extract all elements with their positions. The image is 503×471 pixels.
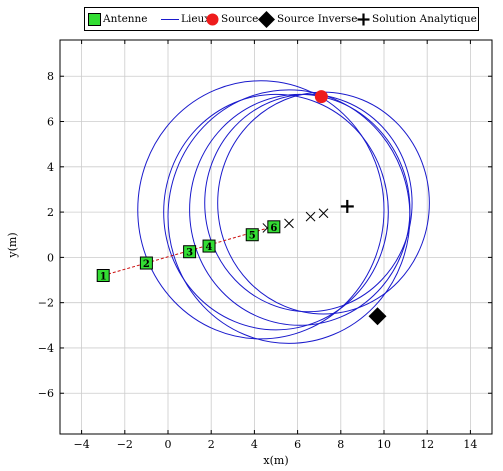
y-tick-label: 6 [47, 116, 54, 129]
y-tick-label: −4 [38, 342, 54, 355]
legend-item-solution-analytique: Solution Analytique [357, 8, 477, 30]
locus-circle [163, 93, 389, 331]
source-marker [314, 90, 328, 104]
antenna-label: 2 [143, 259, 150, 270]
antenna-marker: 2 [139, 256, 153, 270]
y-tick-label: 8 [47, 70, 54, 83]
y-tick-label: 4 [47, 161, 54, 174]
antenne-swatch [88, 12, 101, 26]
analytic-solution-marker [340, 199, 354, 213]
x-tick-label: 2 [208, 438, 215, 451]
legend-label-solution-analytique: Solution Analytique [372, 13, 477, 25]
antenna-marker: 4 [202, 239, 216, 253]
antenna-square [183, 245, 197, 259]
antenna-marker: 1 [96, 268, 110, 282]
antenna-label: 3 [186, 248, 193, 259]
antenna-square [245, 228, 259, 242]
source-inverse-swatch [258, 10, 275, 28]
cross-stroke [318, 208, 329, 219]
x-tick-label: −2 [117, 438, 133, 451]
x-tick-label: 4 [251, 438, 258, 451]
locus-circle [217, 91, 430, 315]
antenna-marker: 5 [245, 228, 259, 242]
legend-label-source-inverse: Source Inverse [277, 13, 358, 25]
antenna-label: 4 [206, 242, 213, 253]
y-tick-label: 2 [47, 206, 54, 219]
x-tick-label: 14 [463, 438, 477, 451]
antenna-square [96, 268, 110, 282]
locus-circle [204, 93, 413, 313]
source-inverse-marker [368, 307, 387, 326]
y-tick-label: −6 [38, 387, 54, 400]
lieux-swatch [161, 18, 179, 20]
locus-circle [137, 80, 385, 340]
legend-item-source-inverse: Source Inverse [258, 8, 357, 30]
cross-stroke [305, 211, 316, 222]
cross-marker [318, 208, 329, 219]
x-tick-label: 12 [420, 438, 434, 451]
legend-item-lieux: Lieux [161, 8, 210, 30]
y-tick-label: −2 [38, 297, 54, 310]
legend-label-lieux: Lieux [181, 13, 211, 25]
cross-marker [284, 218, 294, 229]
legend-label-source: Source [221, 13, 259, 25]
x-tick-label: 6 [294, 438, 301, 451]
locus-circle [167, 89, 411, 344]
y-tick-label: 0 [47, 251, 54, 264]
solution-analytique-swatch [357, 13, 370, 25]
x-axis-label: x(m) [263, 454, 288, 467]
grid [60, 40, 492, 434]
antenna-label: 1 [100, 271, 107, 282]
cross-stroke [284, 218, 294, 229]
x-tick-label: 0 [165, 438, 172, 451]
markers: 1 2 3 4 5 6 [96, 90, 387, 326]
antenna-square [139, 256, 153, 270]
legend-item-source: Source [206, 8, 258, 30]
plot-frame [59, 39, 493, 435]
legend-item-antenne: Antenne [88, 8, 148, 30]
antenna-marker: 6 [267, 220, 281, 234]
antenna-marker: 3 [183, 245, 197, 259]
antenna-square [202, 239, 216, 253]
y-axis-label: y(m) [6, 232, 19, 258]
antenna-label: 5 [249, 231, 256, 242]
x-tick-label: 8 [337, 438, 344, 451]
antenna-label: 6 [270, 223, 277, 234]
source-swatch [206, 13, 219, 25]
x-tick-label: −4 [73, 438, 89, 451]
legend-label-antenne: Antenne [103, 13, 148, 25]
legend: Antenne Lieux Source Source Inverse Solu… [84, 7, 479, 31]
antenna-square [267, 220, 281, 234]
cross-marker [305, 211, 316, 222]
loci-circles [137, 80, 430, 344]
x-tick-label: 10 [377, 438, 391, 451]
